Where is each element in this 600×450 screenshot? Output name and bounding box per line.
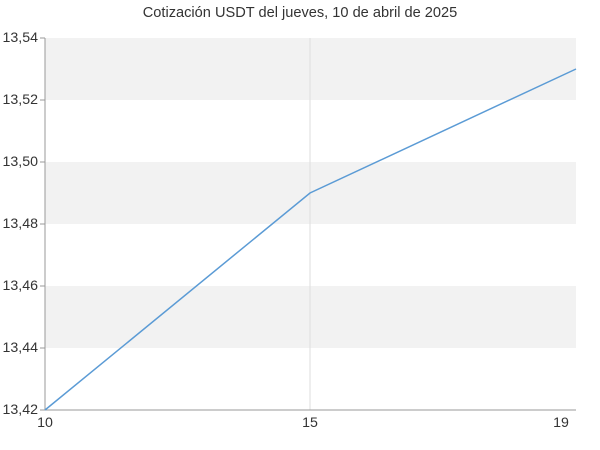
- svg-text:13,54: 13,54: [2, 30, 38, 46]
- svg-text:13,44: 13,44: [2, 340, 38, 356]
- svg-text:19: 19: [553, 415, 569, 431]
- svg-text:13,52: 13,52: [2, 92, 38, 108]
- svg-text:13,50: 13,50: [2, 154, 38, 170]
- svg-text:13,48: 13,48: [2, 216, 38, 232]
- svg-text:15: 15: [302, 415, 318, 431]
- svg-text:13,42: 13,42: [2, 402, 38, 418]
- svg-text:13,46: 13,46: [2, 278, 38, 294]
- svg-text:10: 10: [37, 415, 53, 431]
